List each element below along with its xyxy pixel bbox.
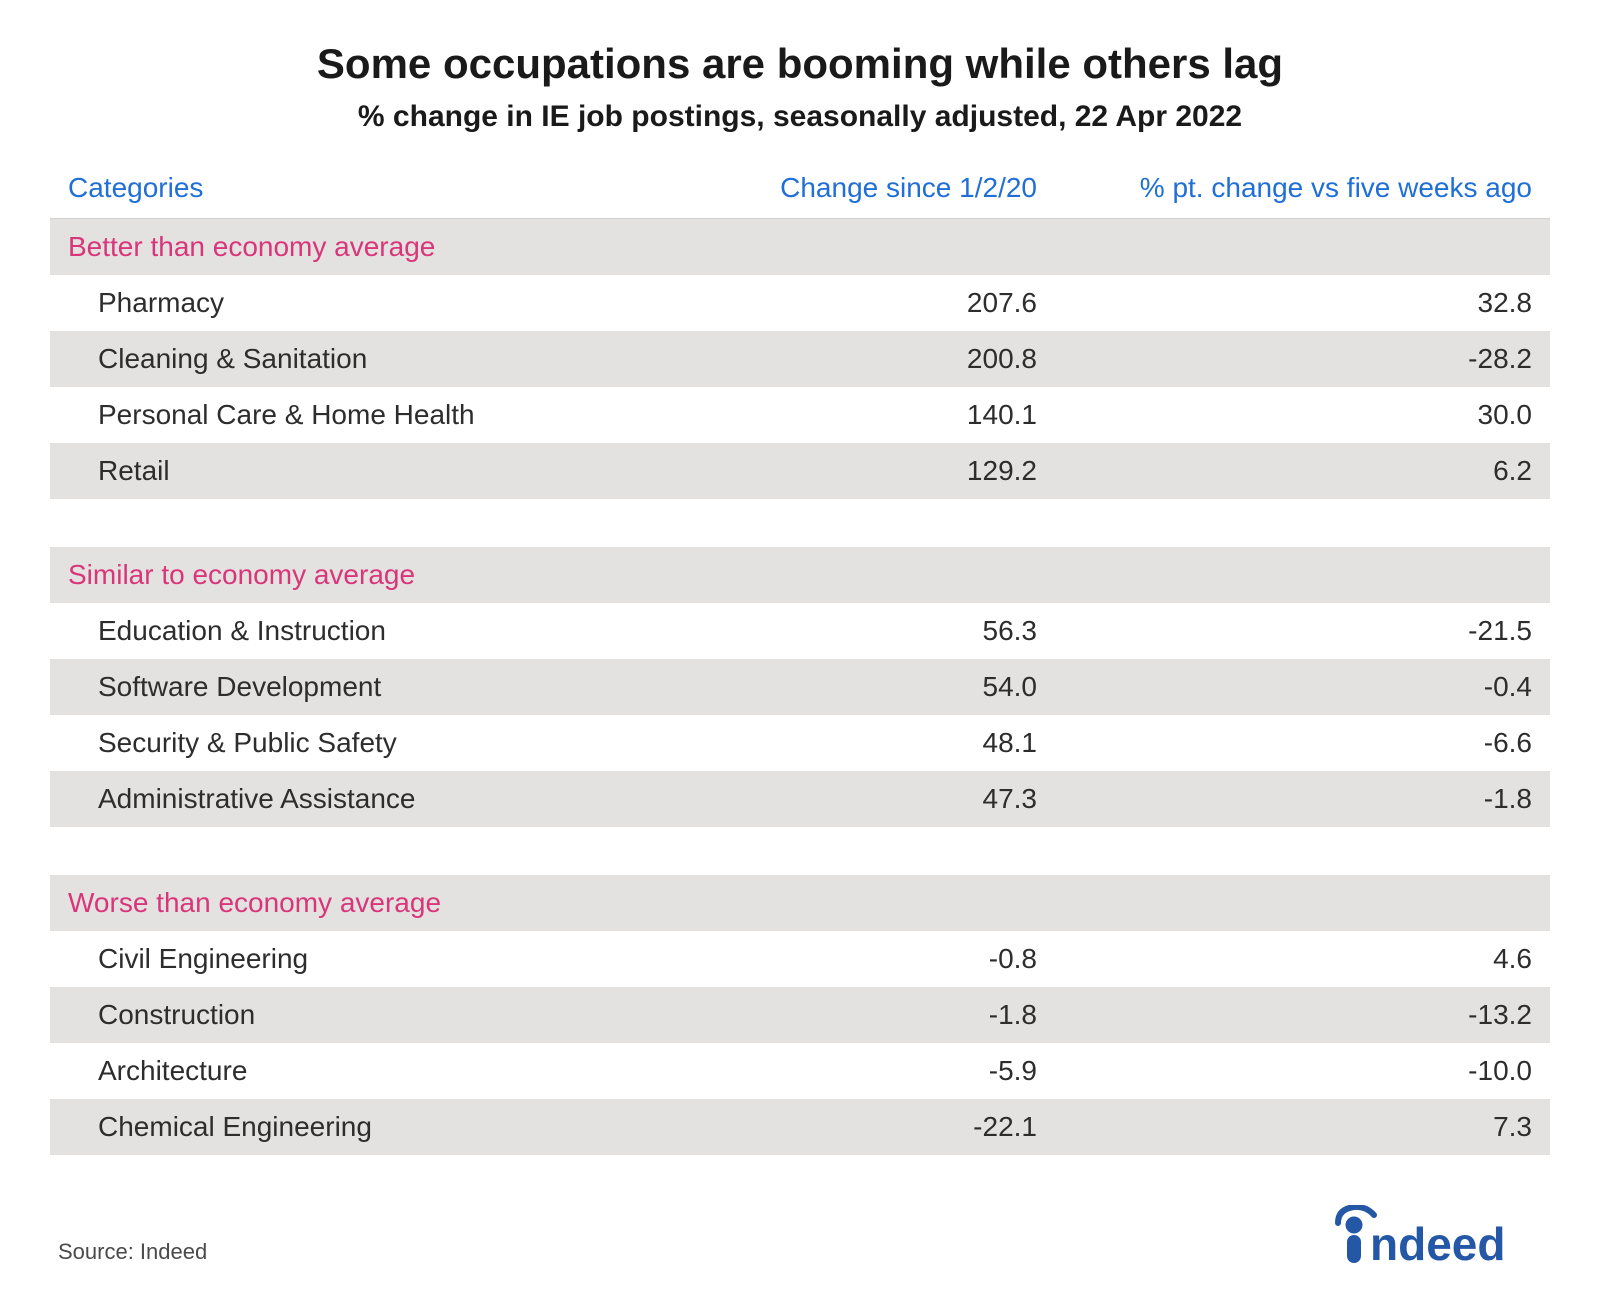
chart-subtitle: % change in IE job postings, seasonally … [50,100,1550,134]
cell-category: Education & Instruction [50,603,665,659]
cell-pct: 32.8 [1055,275,1550,331]
cell-change: 47.3 [665,771,1055,827]
col-header-change: Change since 1/2/20 [665,162,1055,219]
section-label: Better than economy average [68,231,435,262]
cell-pct: -21.5 [1055,603,1550,659]
cell-change: 207.6 [665,275,1055,331]
table-header-row: Categories Change since 1/2/20 % pt. cha… [50,162,1550,219]
cell-category: Cleaning & Sanitation [50,331,665,387]
cell-change: -1.8 [665,987,1055,1043]
table-row: Cleaning & Sanitation200.8-28.2 [50,331,1550,387]
cell-pct: -13.2 [1055,987,1550,1043]
cell-change: -22.1 [665,1099,1055,1155]
col-header-categories: Categories [50,162,665,219]
cell-category: Security & Public Safety [50,715,665,771]
cell-pct: -10.0 [1055,1043,1550,1099]
table-row: Civil Engineering-0.84.6 [50,931,1550,987]
cell-pct: 4.6 [1055,931,1550,987]
cell-change: -0.8 [665,931,1055,987]
cell-category: Pharmacy [50,275,665,331]
cell-pct: 30.0 [1055,387,1550,443]
cell-change: 48.1 [665,715,1055,771]
chart-title: Some occupations are booming while other… [50,40,1550,88]
cell-pct: -28.2 [1055,331,1550,387]
table-row: Architecture-5.9-10.0 [50,1043,1550,1099]
table-body: Better than economy average Pharmacy207.6… [50,219,1550,1156]
table-row: Retail129.26.2 [50,443,1550,499]
table-row: Pharmacy207.632.8 [50,275,1550,331]
section-header-row: Better than economy average [50,219,1550,276]
cell-category: Retail [50,443,665,499]
section-header-row: Similar to economy average [50,547,1550,603]
cell-category: Construction [50,987,665,1043]
cell-category: Personal Care & Home Health [50,387,665,443]
spacer-row [50,827,1550,875]
section-label: Similar to economy average [68,559,415,590]
cell-change: 140.1 [665,387,1055,443]
table-row: Administrative Assistance47.3-1.8 [50,771,1550,827]
cell-pct: -0.4 [1055,659,1550,715]
cell-category: Administrative Assistance [50,771,665,827]
section-header-row: Worse than economy average [50,875,1550,931]
table-row: Chemical Engineering-22.17.3 [50,1099,1550,1155]
spacer-row [50,499,1550,547]
occupations-table: Categories Change since 1/2/20 % pt. cha… [50,162,1550,1155]
indeed-logo: ndeed [1332,1205,1542,1265]
indeed-logo-icon: ndeed [1332,1205,1542,1265]
cell-change: 200.8 [665,331,1055,387]
cell-pct: -6.6 [1055,715,1550,771]
chart-footer: Source: Indeed ndeed [50,1205,1550,1265]
table-row: Software Development54.0-0.4 [50,659,1550,715]
table-row: Personal Care & Home Health140.130.0 [50,387,1550,443]
cell-change: -5.9 [665,1043,1055,1099]
cell-pct: -1.8 [1055,771,1550,827]
cell-change: 56.3 [665,603,1055,659]
cell-pct: 6.2 [1055,443,1550,499]
svg-text:ndeed: ndeed [1370,1218,1505,1265]
cell-change: 54.0 [665,659,1055,715]
table-row: Construction-1.8-13.2 [50,987,1550,1043]
cell-category: Architecture [50,1043,665,1099]
col-header-pct: % pt. change vs five weeks ago [1055,162,1550,219]
cell-pct: 7.3 [1055,1099,1550,1155]
cell-category: Chemical Engineering [50,1099,665,1155]
cell-change: 129.2 [665,443,1055,499]
cell-category: Software Development [50,659,665,715]
section-label: Worse than economy average [68,887,441,918]
table-row: Education & Instruction56.3-21.5 [50,603,1550,659]
source-text: Source: Indeed [58,1239,207,1265]
table-row: Security & Public Safety48.1-6.6 [50,715,1550,771]
cell-category: Civil Engineering [50,931,665,987]
